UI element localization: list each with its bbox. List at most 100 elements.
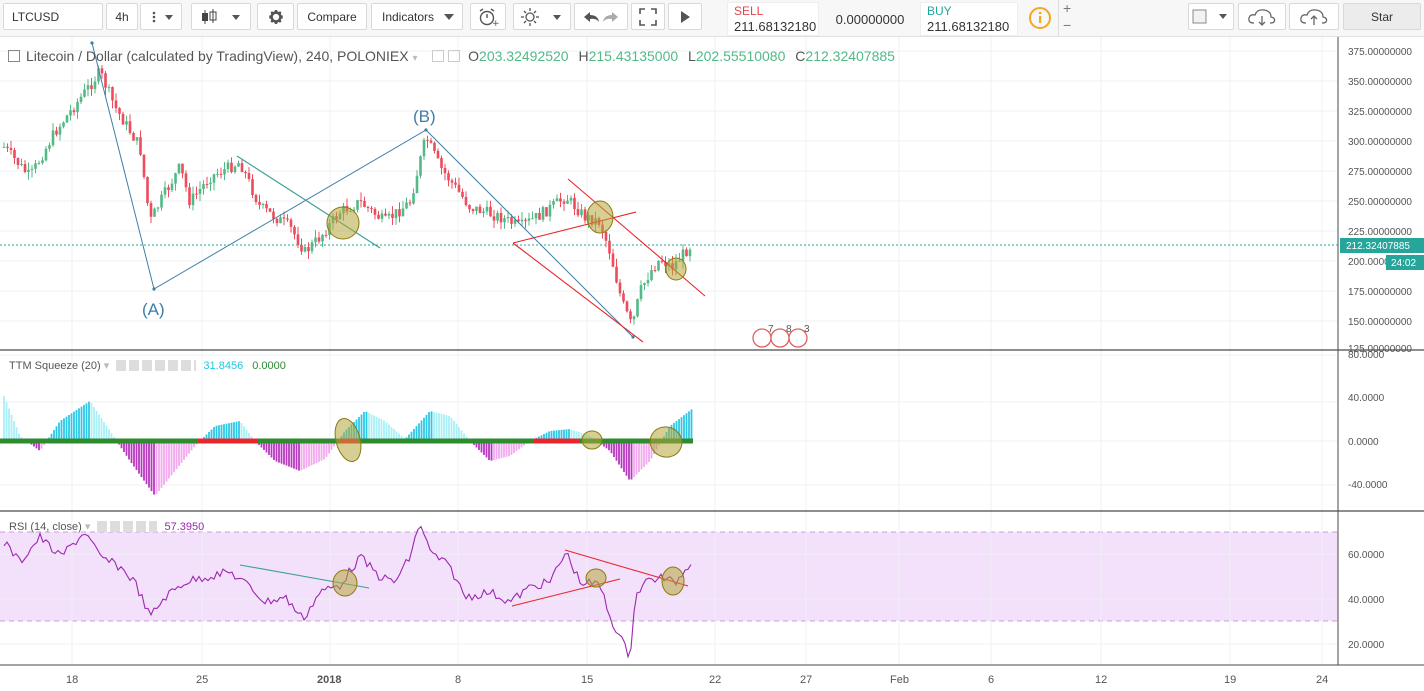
ttm-bar	[268, 441, 270, 455]
indicator-actions-icons[interactable]	[116, 360, 197, 371]
ttm-bar	[68, 415, 70, 441]
fullscreen-button[interactable]	[631, 3, 665, 30]
main-series-legend[interactable]: Litecoin / Dollar (calculated by Trading…	[8, 48, 895, 64]
chevron-down-icon[interactable]: ▾	[84, 521, 91, 533]
candle-body	[489, 206, 492, 217]
layout-button[interactable]	[1188, 3, 1234, 30]
ttm-bar	[273, 441, 275, 460]
ttm-axis[interactable]: 80.0000 40.0000 0.0000 -40.0000	[1348, 350, 1388, 491]
candle-body	[566, 200, 569, 204]
redo-icon[interactable]	[601, 10, 619, 24]
ttm-bar	[448, 415, 450, 441]
collapse-icon[interactable]	[8, 50, 20, 62]
candle-body	[289, 219, 293, 227]
info-button[interactable]	[1028, 6, 1052, 33]
settings-button[interactable]	[257, 3, 294, 30]
candle-body	[303, 247, 307, 252]
settings-gear-icon[interactable]	[448, 50, 461, 62]
decrement-button[interactable]: −	[1063, 17, 1072, 33]
price-axis[interactable]: 375.00000000 350.00000000 325.00000000 3…	[1348, 47, 1412, 355]
chevron-down-icon[interactable]: ▾	[412, 53, 418, 64]
candle-body	[524, 219, 527, 221]
candle-body	[93, 81, 97, 89]
visibility-eye-icon[interactable]	[432, 50, 445, 62]
abc-wave-lines[interactable]	[91, 42, 634, 338]
chevron-down-icon[interactable]: ▾	[103, 360, 110, 372]
date-tick: 15	[581, 674, 593, 686]
date-axis[interactable]: 18 25 2018 8 15 22 27 Feb 6 12 19 24	[66, 674, 1328, 686]
candle-body	[433, 142, 436, 151]
candle-body	[387, 213, 391, 216]
ttm-bar	[555, 430, 558, 441]
candle-body	[643, 283, 646, 286]
increment-button[interactable]: +	[1063, 0, 1072, 16]
more-dots-icon	[152, 11, 173, 22]
ttm-legend[interactable]: TTM Squeeze (20) ▾ 31.8456 0.0000	[9, 359, 286, 372]
candle-body	[541, 207, 545, 220]
candle-body	[132, 132, 135, 141]
candle-body	[552, 201, 555, 205]
rsi-axis[interactable]: 60.0000 40.0000 20.0000	[1348, 550, 1385, 651]
candle-body	[482, 211, 485, 214]
symbol-search-input[interactable]: LTCUSD	[3, 3, 103, 30]
candle-body	[380, 213, 384, 219]
chart-style-button[interactable]	[191, 3, 251, 30]
ttm-bar	[370, 414, 373, 441]
candle-body	[650, 270, 653, 281]
alert-button[interactable]: +	[470, 3, 506, 30]
candle-body	[170, 183, 174, 190]
channel-lower-line[interactable]	[512, 242, 644, 343]
event-flags[interactable]: 7 8 3	[752, 324, 810, 348]
interval-button[interactable]: 4h	[106, 3, 138, 30]
ttm-bar	[458, 427, 460, 441]
star-button[interactable]: Star	[1343, 3, 1421, 30]
ttm-bar	[93, 407, 95, 441]
candle-body	[468, 205, 471, 210]
ttm-bar	[480, 441, 483, 453]
candle-body	[447, 173, 450, 181]
channel-mid-line[interactable]	[512, 211, 637, 244]
play-button[interactable]	[668, 3, 702, 30]
ttm-bar	[358, 417, 360, 441]
undo-icon[interactable]	[583, 10, 601, 24]
channel-upper-line[interactable]	[567, 178, 706, 297]
ttm-bar	[265, 441, 268, 453]
ttm-bar	[423, 417, 425, 441]
candle-body	[41, 160, 44, 163]
ttm-bar	[88, 401, 90, 441]
sell-panel[interactable]: SELL 211.68132180	[727, 2, 819, 36]
indicator-actions-icons[interactable]	[97, 521, 158, 532]
ttm-bar	[640, 441, 643, 470]
chart-canvas[interactable]: (A) (B) 7	[0, 37, 1424, 691]
ttm-bar	[215, 425, 218, 441]
ttm-bar	[60, 420, 63, 441]
candle-body	[622, 293, 625, 302]
interval-dropdown[interactable]	[140, 3, 182, 30]
indicators-button[interactable]: Indicators	[371, 3, 463, 30]
rsi-value: 57.3950	[164, 521, 205, 533]
save-layout-button[interactable]	[1289, 3, 1339, 30]
load-layout-button[interactable]	[1238, 3, 1286, 30]
ttm-bar	[638, 441, 640, 472]
buy-panel[interactable]: BUY 211.68132180	[920, 2, 1018, 36]
ttm-bar	[225, 423, 228, 441]
candle-body	[181, 163, 184, 174]
candle-body	[2, 146, 6, 148]
ttm-bar	[178, 441, 180, 466]
date-tick: 25	[196, 674, 208, 686]
chart-container[interactable]: (A) (B) 7	[0, 37, 1424, 691]
candle-body	[576, 209, 580, 216]
ttm-bar	[613, 441, 615, 457]
ttm-bar	[298, 441, 300, 471]
rsi-legend[interactable]: RSI (14, close) ▾ 57.3950	[9, 520, 204, 533]
replay-button[interactable]	[513, 3, 571, 30]
candle-body	[268, 208, 272, 212]
candle-body	[608, 240, 611, 254]
ttm-bar	[188, 441, 190, 454]
ttm-bar	[318, 441, 320, 462]
us-flag-icon[interactable]	[788, 328, 808, 348]
square-icon	[1192, 9, 1227, 23]
ttm-bar	[580, 433, 583, 441]
compare-button[interactable]: Compare	[297, 3, 367, 30]
ttm-bar	[185, 441, 188, 457]
